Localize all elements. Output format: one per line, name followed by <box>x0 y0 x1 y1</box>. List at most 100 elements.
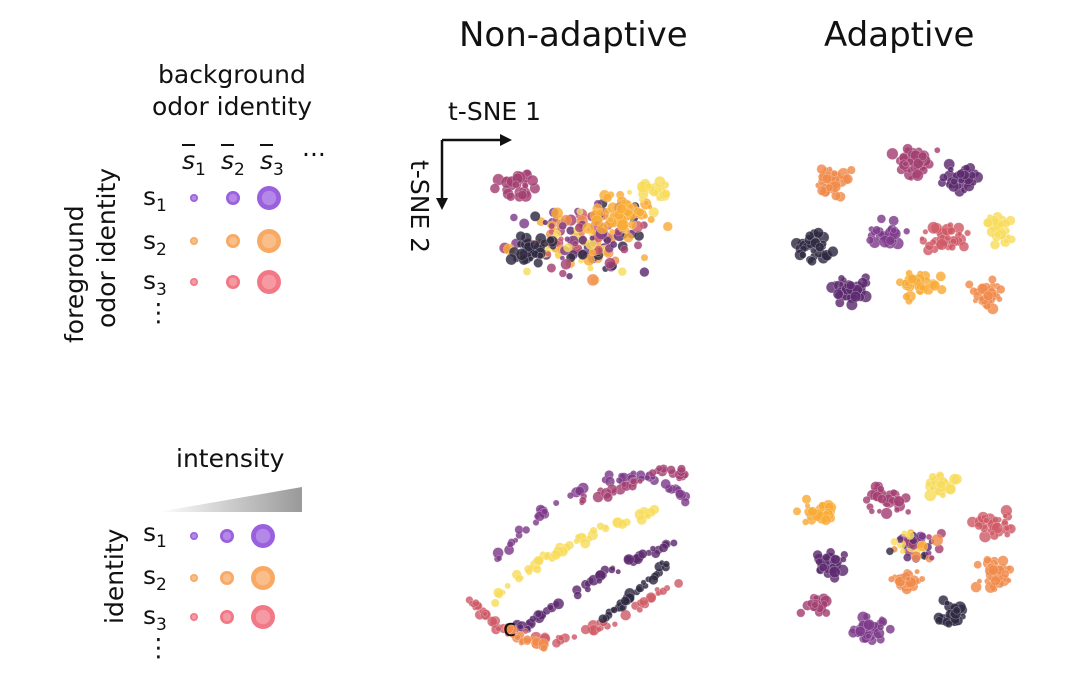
scatter-point <box>893 506 901 514</box>
scatter-point <box>550 549 562 561</box>
scatter-point <box>482 610 488 617</box>
legend-top-dot-highlight <box>191 279 197 285</box>
tsne-axes <box>436 134 512 210</box>
scatter-point <box>798 250 807 259</box>
scatter-point <box>670 539 678 547</box>
scatter-point <box>515 248 529 261</box>
scatter-point <box>596 522 605 531</box>
scatter-point <box>595 626 602 633</box>
scatter-point <box>818 562 828 572</box>
scatter-point <box>515 230 526 242</box>
legend-bottom-dot <box>251 605 275 629</box>
scatter-point <box>991 516 1000 524</box>
scatter-point <box>935 271 947 282</box>
scatter-point <box>911 169 924 182</box>
scatter-point <box>522 267 532 276</box>
legend-bottom-dot-highlight <box>255 570 271 586</box>
legend-bottom-dot <box>220 571 234 585</box>
legend-dots <box>190 186 281 629</box>
scatter-point <box>673 578 684 589</box>
scatter-point <box>627 203 634 210</box>
legend-top-dot-highlight <box>261 190 277 206</box>
scatter-point <box>636 514 648 526</box>
legend-top-dot-highlight <box>191 195 197 201</box>
legend-bottom-dot <box>220 610 234 624</box>
scatter-point <box>948 473 961 486</box>
scatter-point <box>889 488 898 497</box>
scatter-point <box>627 219 637 230</box>
scatter-point <box>905 530 915 540</box>
scatter-point <box>983 555 992 565</box>
legend-bottom-dot <box>190 613 198 621</box>
scatter-point <box>899 548 906 555</box>
scatter-point <box>619 244 629 254</box>
scatter-point <box>609 240 618 249</box>
legend-top-dot-highlight <box>261 233 277 249</box>
scatter-point <box>546 263 557 273</box>
scatter-point <box>865 633 872 640</box>
bg-ellipsis: ··· <box>302 140 326 169</box>
scatter-point <box>987 564 999 576</box>
scatter-point <box>552 229 562 239</box>
scatter-point <box>1002 513 1009 519</box>
scatter-point <box>615 568 622 575</box>
legend-top-dot <box>257 229 281 253</box>
legend-bottom-dot <box>220 529 234 543</box>
scatter-point <box>929 485 935 492</box>
scatter-point <box>534 609 543 618</box>
scatter-point <box>876 623 885 631</box>
scatter-point <box>506 540 514 548</box>
scatter-point <box>952 606 961 615</box>
scatter-point <box>885 624 896 635</box>
scatter-point <box>849 290 862 303</box>
bg-symbol-2: s2 <box>221 146 245 180</box>
scatter-point <box>640 579 647 586</box>
scatter-point <box>880 507 893 520</box>
scatter-point <box>552 597 565 610</box>
legend-top-dot-highlight <box>228 236 238 246</box>
scatter-point <box>918 151 928 161</box>
scatter-point <box>514 525 524 535</box>
scatter-point <box>918 284 927 292</box>
scatter-point <box>521 182 529 190</box>
scatter-point <box>617 267 627 277</box>
scatter-point <box>1005 233 1012 240</box>
id-ellipsis: ⋮ <box>146 633 171 662</box>
scatter-point <box>970 581 982 593</box>
scatter-point <box>607 566 616 574</box>
scatter-point <box>644 474 651 481</box>
scatter-point <box>930 533 944 547</box>
scatter-point <box>617 518 628 530</box>
scatter-point <box>546 236 555 245</box>
scatter-point <box>522 627 529 635</box>
scatter-point <box>837 274 846 282</box>
scatter-point <box>629 477 638 486</box>
legend-top-dot-highlight <box>228 193 238 203</box>
scatter-point <box>495 625 502 633</box>
scatter-point <box>517 623 524 630</box>
scatter-point <box>885 235 896 246</box>
scatter-point <box>580 624 591 635</box>
scatter-point <box>820 514 832 526</box>
scatter-point <box>815 557 824 566</box>
scatter-point <box>529 615 537 623</box>
scatter-point <box>876 214 887 224</box>
scatter-point <box>611 621 619 628</box>
scatter-point <box>563 242 573 253</box>
scatter-point <box>943 599 951 607</box>
scatter-point <box>905 575 911 582</box>
scatter-point <box>502 622 515 634</box>
legend-bottom-dot-highlight <box>222 612 232 622</box>
scatter-point <box>540 644 548 653</box>
legend-bottom-dot <box>190 574 198 582</box>
scatter-point <box>1005 577 1012 584</box>
scatter-point <box>639 267 650 278</box>
scatter-point <box>623 232 634 243</box>
scatter-point <box>545 250 552 258</box>
scatter-point <box>540 508 549 516</box>
scatter-point <box>982 517 990 524</box>
scatter-point <box>885 547 895 556</box>
scatter-point <box>924 241 935 251</box>
scatter-point <box>887 575 895 583</box>
scatter-point <box>565 272 574 280</box>
